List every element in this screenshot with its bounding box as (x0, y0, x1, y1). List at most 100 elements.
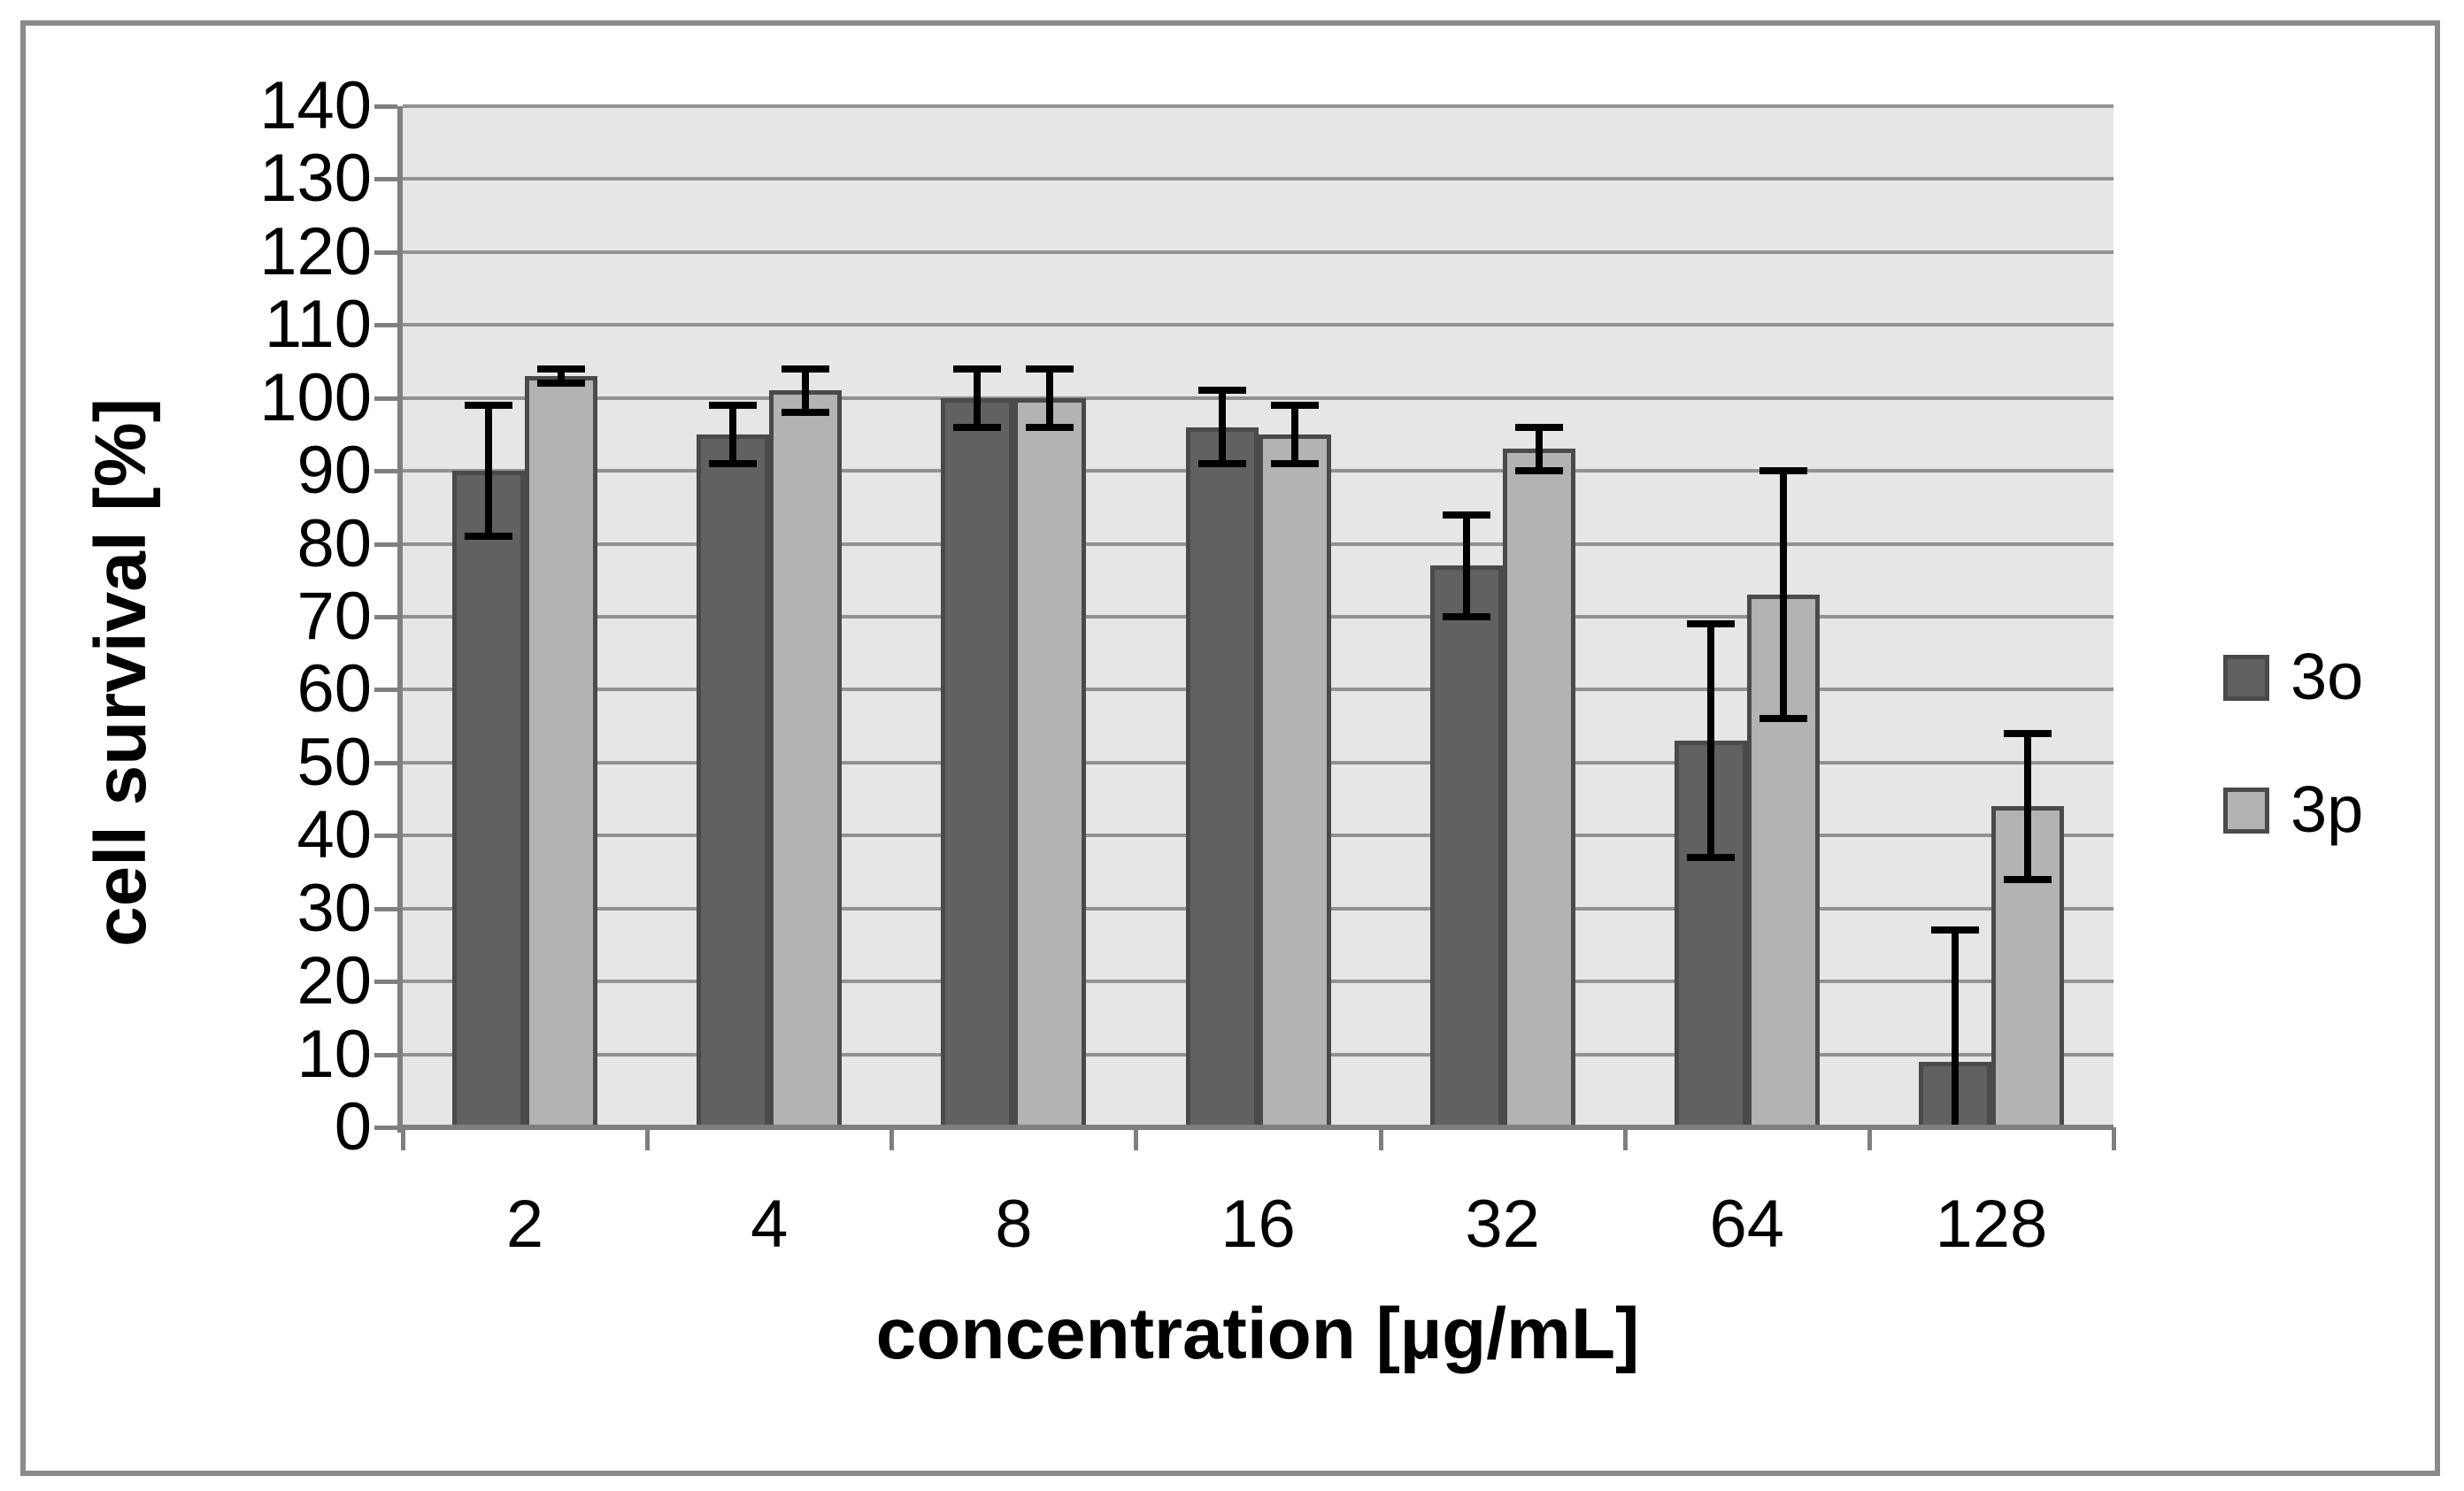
y-tick-label-40: 40 (296, 797, 372, 873)
legend-swatch-3p (2223, 788, 2269, 834)
error-bar-3p-8-cap-bottom (1026, 423, 1074, 431)
y-tick-70 (374, 615, 397, 619)
error-bar-3o-4-cap-bottom (709, 459, 758, 467)
x-tick-0 (401, 1127, 405, 1150)
bar-3p-2 (525, 375, 598, 1127)
error-bar-3p-8-cap-top (1026, 365, 1074, 373)
error-bar-3p-64-cap-top (1759, 467, 1807, 475)
error-bar-3p-2 (558, 368, 566, 384)
x-tick-label-8: 8 (995, 1187, 1033, 1262)
error-bar-3o-32 (1462, 514, 1470, 617)
y-tick-30 (374, 906, 397, 911)
error-bar-3o-2 (485, 404, 493, 537)
y-tick-label-130: 130 (259, 141, 372, 217)
error-bar-3o-32-cap-bottom (1442, 613, 1490, 620)
bar-3p-8 (1013, 397, 1087, 1127)
y-tick-20 (374, 980, 397, 985)
legend-swatch-3o (2223, 655, 2269, 701)
x-tick-3 (1134, 1127, 1139, 1150)
gridline (403, 323, 2114, 327)
error-bar-3p-32-cap-bottom (1514, 467, 1563, 475)
x-axis-title: concentration [µg/mL] (875, 1294, 1640, 1374)
y-tick-label-50: 50 (296, 724, 372, 800)
error-bar-3p-64-cap-bottom (1759, 715, 1807, 723)
legend-label-3p: 3p (2291, 772, 2364, 846)
error-bar-3p-128 (2023, 733, 2031, 880)
x-axis-line (397, 1125, 2114, 1130)
chart-outer-frame (20, 20, 2440, 1476)
error-bar-3o-2-cap-bottom (465, 533, 513, 541)
bar-3o-16 (1185, 427, 1259, 1127)
bar-3o-8 (941, 397, 1014, 1127)
error-bar-3p-4-cap-bottom (782, 409, 830, 417)
bar-3p-4 (769, 390, 843, 1127)
error-bar-3p-32-cap-top (1514, 423, 1563, 431)
y-tick-50 (374, 760, 397, 765)
y-tick-label-90: 90 (296, 433, 372, 509)
x-tick-label-16: 16 (1220, 1187, 1296, 1262)
error-bar-3p-16-cap-top (1270, 401, 1319, 409)
error-bar-3p-16 (1290, 404, 1298, 464)
y-tick-40 (374, 834, 397, 839)
error-bar-3p-128-cap-top (2003, 729, 2052, 737)
error-bar-3p-2-cap-top (537, 365, 586, 373)
x-tick-5 (1622, 1127, 1628, 1150)
y-tick-label-140: 140 (259, 68, 372, 143)
y-tick-0 (374, 1126, 397, 1130)
y-tick-60 (374, 688, 397, 693)
y-tick-label-70: 70 (296, 579, 372, 654)
error-bar-3p-2-cap-bottom (537, 380, 586, 388)
error-bar-3p-128-cap-bottom (2003, 875, 2052, 883)
y-tick-90 (374, 469, 397, 474)
y-tick-label-80: 80 (296, 505, 372, 581)
y-tick-label-30: 30 (296, 870, 372, 946)
error-bar-3o-8-cap-bottom (953, 423, 1002, 431)
y-tick-label-20: 20 (296, 943, 372, 1019)
y-axis-line (397, 106, 403, 1133)
y-tick-10 (374, 1052, 397, 1057)
error-bar-3o-64-cap-top (1686, 620, 1735, 628)
gridline (403, 396, 2114, 400)
y-tick-label-10: 10 (296, 1016, 372, 1092)
y-tick-120 (374, 250, 397, 255)
error-bar-3p-64 (1779, 471, 1787, 719)
error-bar-3p-16-cap-bottom (1270, 459, 1319, 467)
plot-area (374, 104, 2116, 1150)
error-bar-3o-16-cap-top (1197, 387, 1246, 395)
legend-item-3o: 3o (2223, 644, 2436, 710)
y-tick-label-60: 60 (296, 651, 372, 727)
gridline (403, 250, 2114, 254)
legend-item-3p: 3p (2223, 777, 2436, 842)
y-tick-130 (374, 177, 397, 182)
y-tick-140 (374, 104, 397, 110)
y-tick-100 (374, 396, 397, 401)
y-tick-label-120: 120 (259, 213, 372, 289)
bar-3p-32 (1502, 449, 1575, 1127)
error-bar-3o-4 (729, 404, 737, 464)
y-tick-label-110: 110 (264, 287, 372, 363)
error-bar-3o-128-cap-top (1930, 926, 1979, 934)
error-bar-3o-8 (974, 368, 982, 427)
x-tick-1 (645, 1127, 651, 1150)
error-bar-3o-16-cap-bottom (1197, 459, 1246, 467)
error-bar-3p-4-cap-top (782, 365, 830, 373)
error-bar-3o-32-cap-top (1442, 511, 1490, 519)
error-bar-3o-16 (1218, 390, 1226, 464)
x-tick-2 (889, 1127, 895, 1150)
error-bar-3p-8 (1046, 368, 1054, 427)
legend-label-3o: 3o (2291, 640, 2364, 713)
y-tick-label-0: 0 (334, 1089, 372, 1164)
error-bar-3o-64 (1706, 624, 1714, 857)
bar-3o-32 (1429, 565, 1503, 1127)
x-tick-label-4: 4 (751, 1187, 789, 1262)
error-bar-3p-32 (1535, 427, 1543, 472)
bar-3p-16 (1258, 434, 1331, 1127)
x-tick-6 (1867, 1127, 1872, 1150)
y-tick-label-100: 100 (259, 359, 372, 435)
x-tick-4 (1378, 1127, 1383, 1150)
bar-3o-2 (452, 471, 526, 1127)
error-bar-3o-64-cap-bottom (1686, 854, 1735, 861)
y-tick-80 (374, 542, 397, 547)
y-tick-110 (374, 323, 397, 328)
